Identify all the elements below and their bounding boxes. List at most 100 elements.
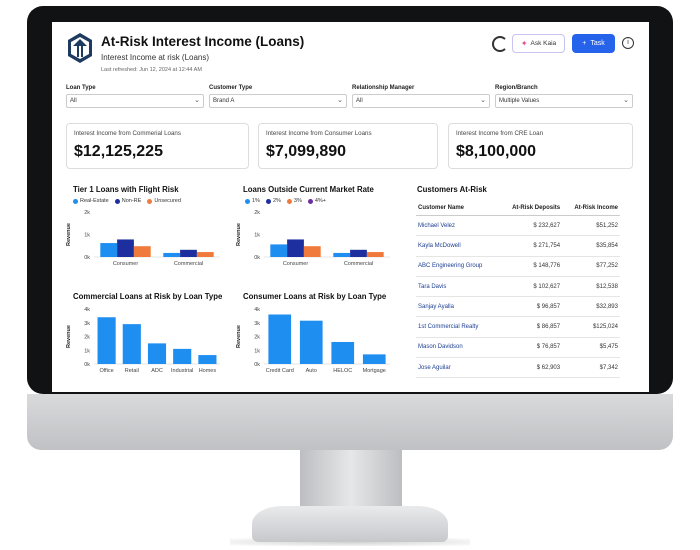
y-axis-title: Revenue <box>236 325 242 348</box>
bar[interactable] <box>366 252 384 257</box>
bar[interactable] <box>196 252 214 257</box>
filter-relationship-manager: Relationship Manager All ⌄ <box>352 85 490 108</box>
y-tick-label: 1k <box>254 233 260 239</box>
y-tick-label: 3k <box>84 321 90 327</box>
customer-name-link[interactable]: Mason Davidson <box>416 337 499 359</box>
legend-item: 4%+ <box>307 198 326 204</box>
bar[interactable] <box>117 239 134 257</box>
column-header[interactable]: At-Risk Deposits <box>498 202 563 216</box>
page-title: At-Risk Interest Income (Loans) <box>101 34 305 49</box>
y-tick-label: 4k <box>84 307 90 313</box>
x-tick-label: Mortgage <box>363 368 386 374</box>
info-icon[interactable]: i <box>622 37 634 49</box>
ask-kaia-button[interactable]: ✦ Ask Kaia <box>512 34 565 53</box>
chart-title: Consumer Loans at Risk by Loan Type <box>243 292 387 301</box>
sparkle-icon: ✦ <box>520 39 528 48</box>
customer-name-link[interactable]: Tara Davis <box>416 276 499 298</box>
bar[interactable] <box>163 252 181 257</box>
bar[interactable] <box>303 246 321 257</box>
legend-item: Non-RE <box>114 198 141 204</box>
at-risk-deposits: $ 232,627 <box>498 215 563 237</box>
at-risk-deposits: $ 102,627 <box>498 276 563 298</box>
customer-name-link[interactable]: 1st Commercial Realty <box>416 316 499 338</box>
customer-name-link[interactable]: Kayla McDowell <box>416 235 499 257</box>
table-row[interactable]: Tara Davis $ 102,627 $12,538 <box>416 276 620 298</box>
task-label: Task <box>590 40 605 47</box>
bar[interactable] <box>350 249 367 257</box>
dashboard-screen: At-Risk Interest Income (Loans) Interest… <box>52 22 649 392</box>
y-tick-label: 2k <box>254 335 260 341</box>
filter-label: Customer Type <box>209 85 253 91</box>
table-row[interactable]: ABC Engineering Group $ 148,776 $77,252 <box>416 256 620 277</box>
x-tick-label: Auto <box>306 368 317 374</box>
customer-name-link[interactable]: Michael Velez <box>416 215 499 237</box>
at-risk-income: $5,475 <box>562 337 620 359</box>
table-row[interactable]: Mason Davidson $ 76,857 $5,475 <box>416 337 620 359</box>
bar[interactable] <box>362 354 386 364</box>
bar[interactable] <box>97 317 116 364</box>
refresh-icon[interactable] <box>492 36 508 52</box>
x-tick-label: Consumer <box>113 261 139 267</box>
relationship-manager-select[interactable]: All ⌄ <box>352 94 490 108</box>
at-risk-income: $7,342 <box>562 357 620 379</box>
kpi-value: $12,125,225 <box>74 143 163 160</box>
bar[interactable] <box>268 314 292 365</box>
page-subtitle: Interest Income at risk (Loans) <box>101 53 210 62</box>
filter-loan-type: Loan Type All ⌄ <box>66 85 204 108</box>
filter-label: Region/Branch <box>495 85 538 91</box>
bar[interactable] <box>270 244 288 257</box>
table-row[interactable]: Jose Aguilar $ 62,903 $7,342 <box>416 357 620 379</box>
bar[interactable] <box>122 324 141 364</box>
customer-name-link[interactable]: ABC Engineering Group <box>416 256 499 277</box>
customer-name-link[interactable]: Sanjay Ayalla <box>416 296 499 318</box>
table-row[interactable]: Sanjay Ayalla $ 96,857 $32,893 <box>416 296 620 318</box>
x-tick-label: Commercial <box>344 261 373 267</box>
y-tick-label: 0k <box>84 255 90 261</box>
at-risk-income: $35,854 <box>562 235 620 257</box>
table-row[interactable]: Kayla McDowell $ 271,754 $35,854 <box>416 235 620 257</box>
table-row[interactable]: Michael Velez $ 232,627 $51,252 <box>416 215 620 237</box>
column-header[interactable]: Customer Name <box>416 202 499 216</box>
column-header[interactable]: At-Risk Income <box>562 202 620 216</box>
kpi-value: $8,100,000 <box>456 143 537 160</box>
bar[interactable] <box>133 246 151 257</box>
plus-icon: + <box>582 40 587 47</box>
y-axis-title: Revenue <box>66 223 72 246</box>
customers-table: Customer Name At-Risk Deposits At-Risk I… <box>416 202 620 379</box>
region-branch-select[interactable]: Multiple Values ⌄ <box>495 94 633 108</box>
bar[interactable] <box>173 348 192 364</box>
bar[interactable] <box>299 320 323 364</box>
kpi-label: Interest Income from Consumer Loans <box>266 130 372 137</box>
monitor-chin <box>27 394 673 450</box>
bar[interactable] <box>331 342 355 364</box>
x-tick-label: Commercial <box>174 261 203 267</box>
chart-title: Loans Outside Current Market Rate <box>243 185 374 194</box>
add-task-button[interactable]: + Task <box>572 34 615 53</box>
legend-swatch <box>245 198 250 204</box>
table-row[interactable]: 1st Commercial Realty $ 86,857 $125,024 <box>416 316 620 338</box>
bar[interactable] <box>100 243 118 257</box>
at-risk-income: $32,893 <box>562 296 620 318</box>
kpi-card-cre: Interest Income from CRE Loan $8,100,000 <box>448 123 633 169</box>
stand-shadow <box>230 538 470 546</box>
bar[interactable] <box>287 239 304 257</box>
customer-name-link[interactable]: Jose Aguilar <box>416 357 499 379</box>
tier1-flight-risk-chart: Revenue 2k 1k 0k Consumer Commercial <box>66 210 220 267</box>
bar[interactable] <box>180 249 197 257</box>
y-tick-label: 2k <box>84 210 90 216</box>
bar[interactable] <box>198 355 217 364</box>
chevron-down-icon: ⌄ <box>337 97 343 104</box>
legend-item: 1% <box>245 198 260 204</box>
customer-type-select[interactable]: Brand A ⌄ <box>209 94 347 108</box>
loan-type-select[interactable]: All ⌄ <box>66 94 204 108</box>
bar[interactable] <box>333 252 351 257</box>
chevron-down-icon: ⌄ <box>623 97 629 104</box>
legend-item: 3% <box>286 198 302 204</box>
bar[interactable] <box>147 343 167 364</box>
legend-swatch <box>73 198 78 204</box>
y-tick-label: 1k <box>254 348 260 354</box>
kpi-label: Interest Income from CRE Loan <box>456 130 544 137</box>
at-risk-deposits: $ 148,776 <box>498 256 563 277</box>
monitor-stand-neck <box>300 450 402 508</box>
